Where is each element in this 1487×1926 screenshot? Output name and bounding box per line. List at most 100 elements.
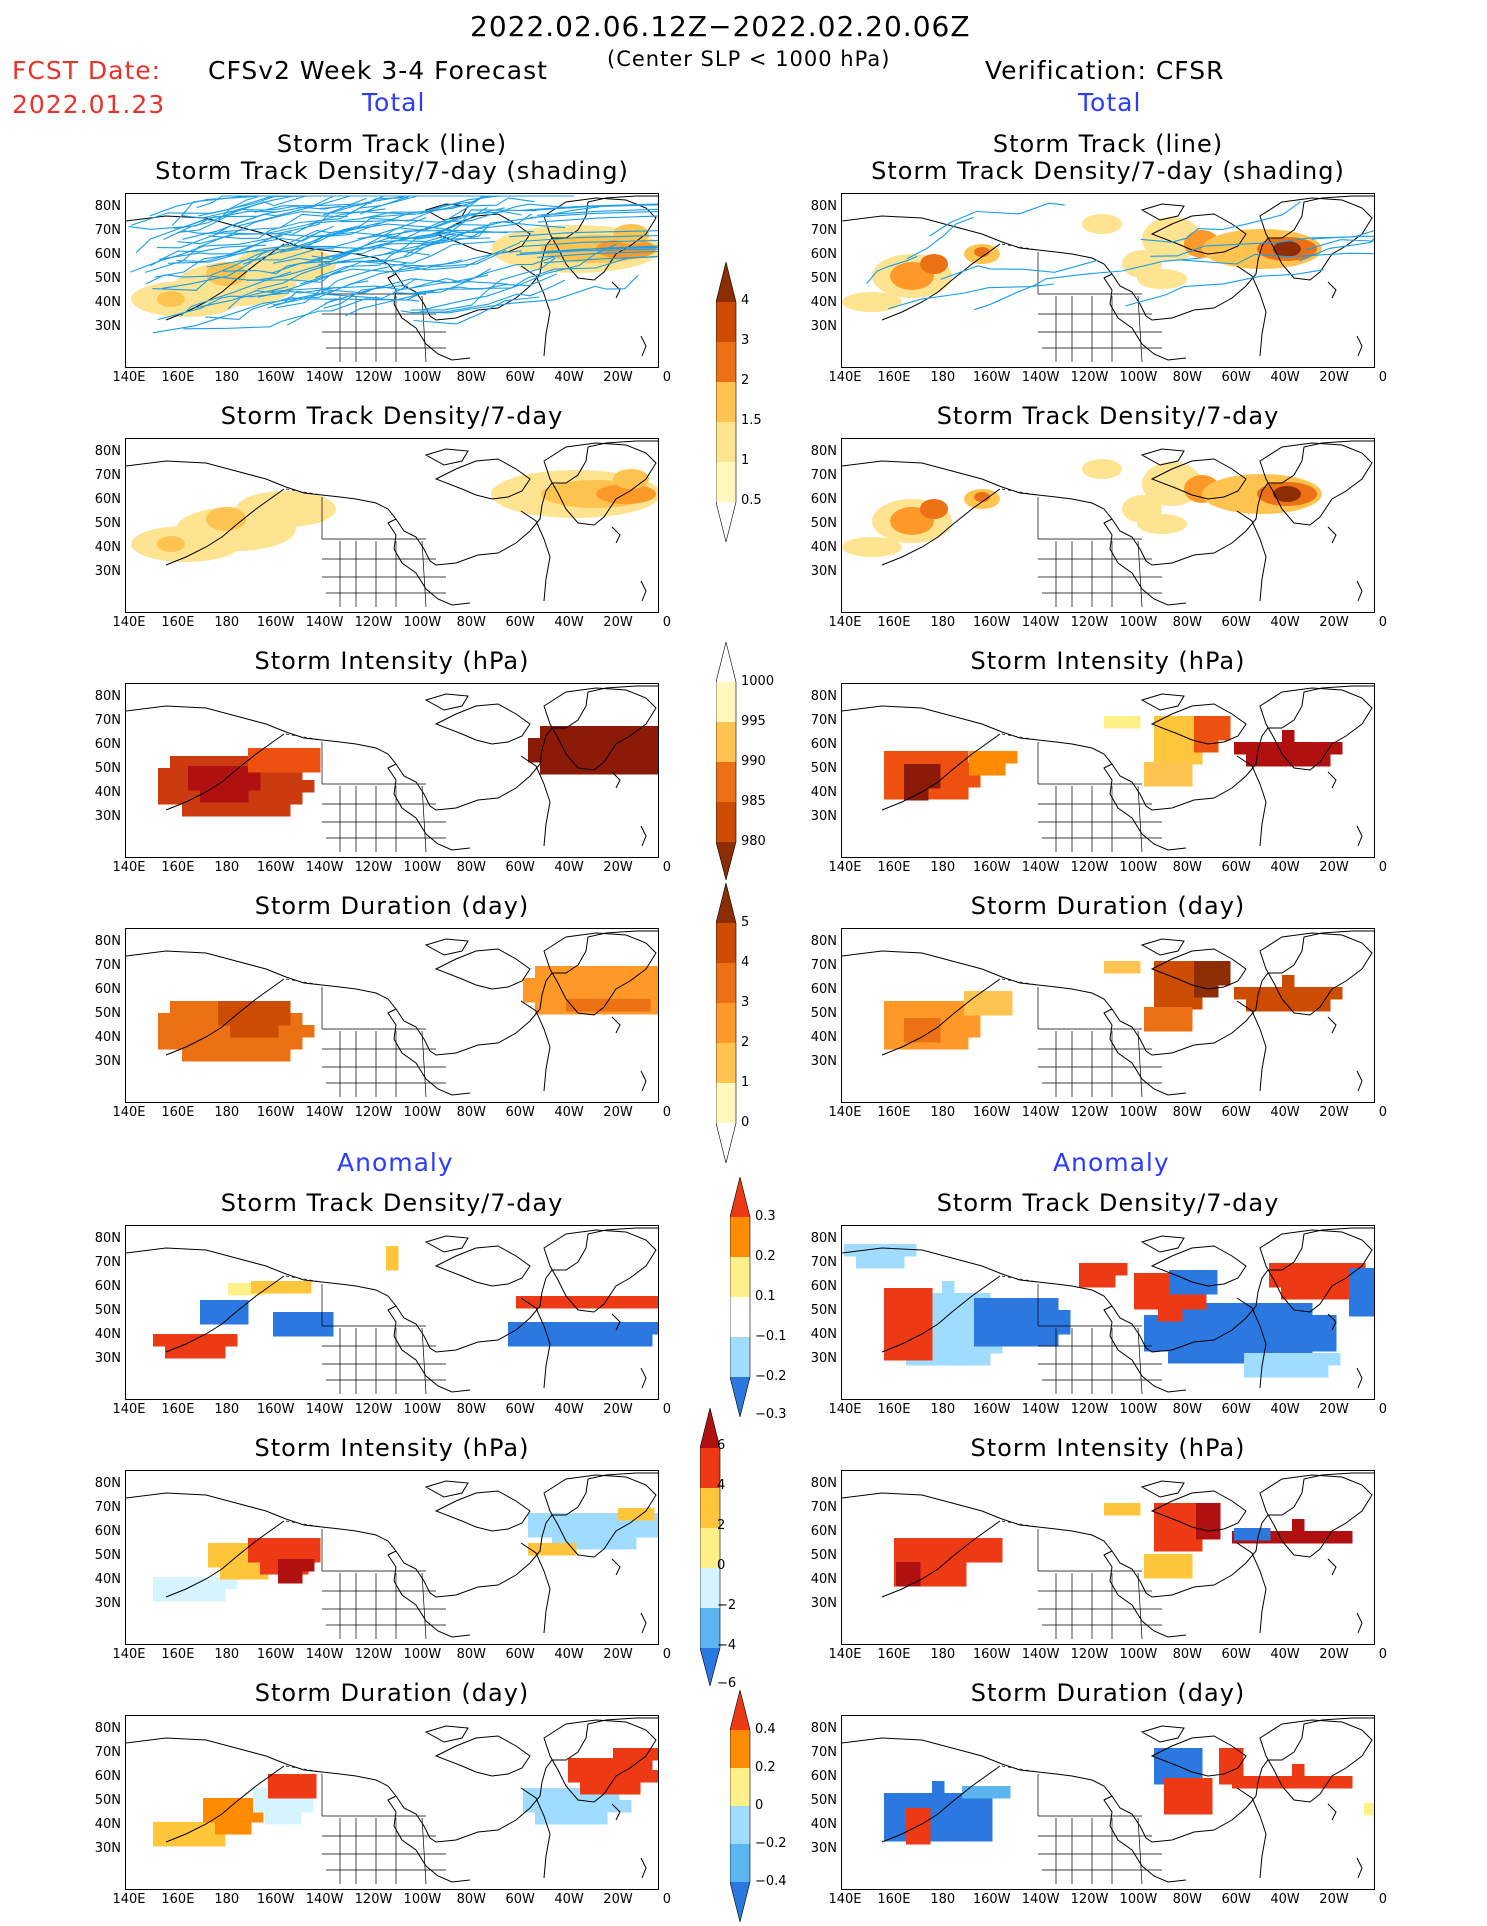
- cb5-label-2: 2: [717, 1518, 725, 1533]
- lon-label: 160W: [257, 1402, 295, 1417]
- lon-label: 120W: [1071, 370, 1109, 385]
- lat-label: 70N: [797, 1745, 837, 1760]
- lat-label: 40N: [81, 540, 121, 555]
- lon-label: 20W: [603, 615, 632, 630]
- forecast-title: CFSv2 Week 3-4 Forecast: [208, 56, 548, 85]
- lon-label: 60W: [1221, 1105, 1250, 1120]
- total-label-left: Total: [362, 88, 425, 117]
- lon-label: 140W: [1022, 1892, 1060, 1907]
- lon-label: 100W: [404, 1402, 442, 1417]
- lat-label: 80N: [797, 1231, 837, 1246]
- lon-label: 120W: [355, 370, 393, 385]
- cb1-label-1: 3: [741, 333, 749, 348]
- lat-label: 30N: [81, 1596, 121, 1611]
- lon-label: 0: [1379, 860, 1387, 875]
- lat-label: 80N: [81, 199, 121, 214]
- lat-label: 30N: [797, 319, 837, 334]
- lat-label: 60N: [797, 1279, 837, 1294]
- cb2-label-4: 980: [741, 834, 766, 849]
- lon-label: 180: [214, 1105, 239, 1120]
- lon-label: 40W: [1270, 1892, 1299, 1907]
- lon-label: 140E: [112, 1647, 145, 1662]
- lat-label: 60N: [81, 492, 121, 507]
- date-range-title: 2022.02.06.12Z−2022.02.20.06Z: [470, 10, 971, 43]
- lon-label: 60W: [505, 860, 534, 875]
- lat-label: 60N: [797, 247, 837, 262]
- lon-label: 140E: [112, 1105, 145, 1120]
- lon-label: 180: [214, 860, 239, 875]
- cb6-label-0: 0.4: [755, 1722, 776, 1737]
- lon-label: 160W: [257, 615, 295, 630]
- lon-label: 80W: [1173, 1402, 1202, 1417]
- lon-label: 0: [663, 370, 671, 385]
- lat-label: 30N: [797, 1351, 837, 1366]
- lon-label: 140W: [1022, 1402, 1060, 1417]
- lon-label: 160W: [257, 860, 295, 875]
- lon-label: 160W: [973, 860, 1011, 875]
- cb6-label-2: 0: [755, 1798, 763, 1813]
- lon-label: 120W: [355, 860, 393, 875]
- lat-label: 50N: [797, 1548, 837, 1563]
- lat-label: 30N: [81, 809, 121, 824]
- panel-title-left-7: Storm Duration (day): [255, 1680, 530, 1707]
- lat-label: 70N: [797, 1255, 837, 1270]
- lon-label: 80W: [457, 860, 486, 875]
- lat-label: 60N: [81, 982, 121, 997]
- panel-title-right-2: Storm Track Density/7-day: [937, 403, 1280, 430]
- lon-label: 0: [1379, 1402, 1387, 1417]
- lat-label: 40N: [81, 1327, 121, 1342]
- cb4-label-4: −0.2: [755, 1369, 787, 1384]
- lon-label: 40W: [554, 860, 583, 875]
- lon-label: 120W: [355, 1105, 393, 1120]
- lat-label: 60N: [797, 1769, 837, 1784]
- lon-label: 140W: [306, 370, 344, 385]
- lon-label: 160E: [161, 1402, 194, 1417]
- cb5-label-0: 6: [717, 1438, 725, 1453]
- lat-label: 50N: [797, 1006, 837, 1021]
- lon-label: 20W: [1319, 1892, 1348, 1907]
- lon-label: 180: [930, 370, 955, 385]
- lat-label: 50N: [81, 271, 121, 286]
- lon-label: 140E: [112, 1402, 145, 1417]
- lon-label: 0: [663, 1105, 671, 1120]
- lon-label: 40W: [554, 370, 583, 385]
- map-left-adur: [125, 1715, 659, 1890]
- lat-label: 40N: [797, 295, 837, 310]
- lon-label: 80W: [1173, 1892, 1202, 1907]
- panel-title-right-6: Storm Intensity (hPa): [971, 1435, 1246, 1462]
- lat-label: 80N: [797, 1476, 837, 1491]
- lat-label: 40N: [797, 785, 837, 800]
- lon-label: 80W: [1173, 370, 1202, 385]
- lat-label: 70N: [81, 713, 121, 728]
- lon-label: 180: [930, 615, 955, 630]
- lat-label: 30N: [81, 319, 121, 334]
- lon-label: 40W: [1270, 860, 1299, 875]
- lon-label: 0: [663, 860, 671, 875]
- lon-label: 160E: [161, 860, 194, 875]
- map-right-adens: [841, 1225, 1375, 1400]
- lon-label: 40W: [1270, 1647, 1299, 1662]
- total-label-right: Total: [1078, 88, 1141, 117]
- lon-label: 160W: [973, 1647, 1011, 1662]
- lat-label: 60N: [797, 1524, 837, 1539]
- map-left-duration: [125, 928, 659, 1103]
- lat-label: 80N: [797, 934, 837, 949]
- panel-title-right-3: Storm Intensity (hPa): [971, 648, 1246, 675]
- map-right-aint: [841, 1470, 1375, 1645]
- lon-label: 20W: [603, 1647, 632, 1662]
- lon-label: 60W: [1221, 370, 1250, 385]
- lon-label: 80W: [457, 615, 486, 630]
- lon-label: 120W: [355, 1402, 393, 1417]
- lon-label: 160E: [161, 615, 194, 630]
- lon-label: 180: [930, 1105, 955, 1120]
- lon-label: 140E: [828, 1105, 861, 1120]
- lon-label: 160E: [161, 1105, 194, 1120]
- lon-label: 140E: [112, 1892, 145, 1907]
- lon-label: 140W: [1022, 370, 1060, 385]
- lon-label: 140W: [306, 1105, 344, 1120]
- cb5-label-6: −6: [717, 1676, 736, 1691]
- criterion-subtitle: (Center SLP < 1000 hPa): [607, 47, 890, 71]
- lon-label: 80W: [1173, 860, 1202, 875]
- anomaly-label-left: Anomaly: [337, 1148, 454, 1177]
- lat-label: 50N: [797, 1303, 837, 1318]
